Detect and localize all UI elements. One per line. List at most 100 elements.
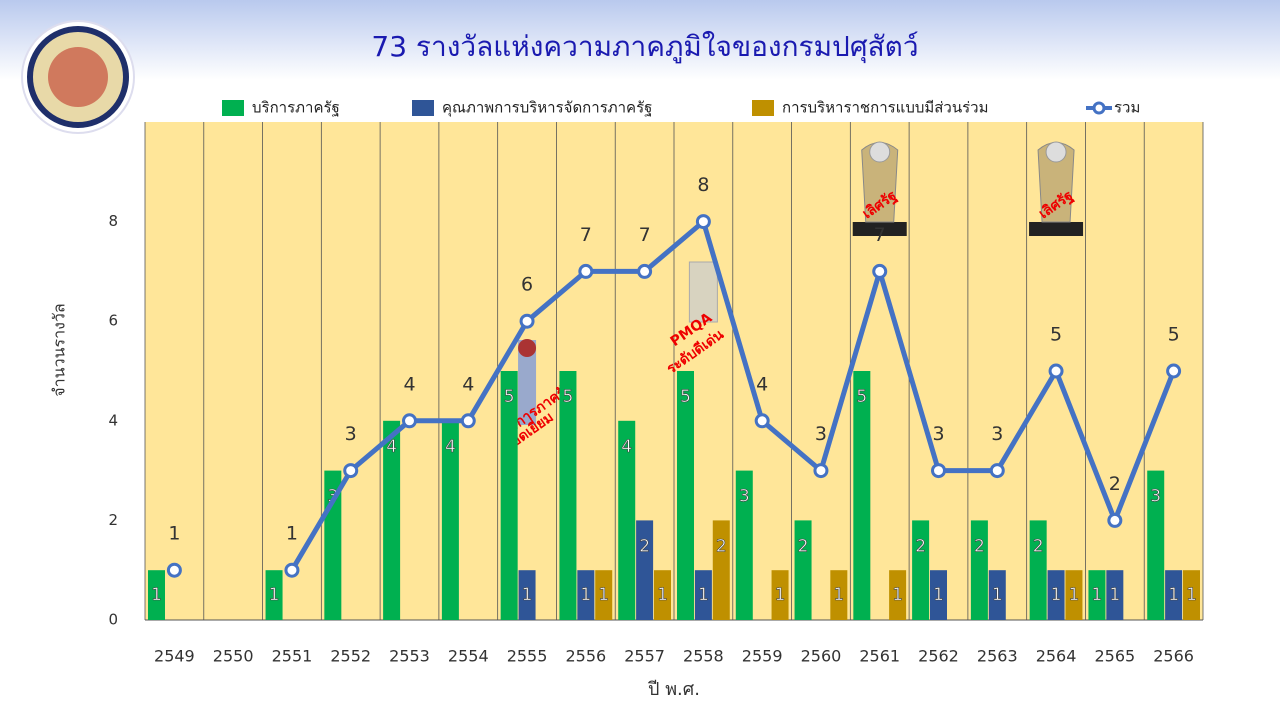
y-tick-label: 4 bbox=[108, 411, 118, 429]
trophy bbox=[1037, 142, 1075, 223]
bar-label: 1 bbox=[1092, 585, 1103, 605]
y-tick-label: 0 bbox=[108, 611, 118, 629]
title: 73 รางวัลแห่งความภาคภูมิใจของกรมปศุสัตว์ bbox=[371, 30, 918, 64]
bar-label: 1 bbox=[1109, 585, 1120, 605]
bar-label: 1 bbox=[933, 585, 944, 605]
total-label: 5 bbox=[1168, 324, 1180, 346]
x-tick-label: 2549 bbox=[154, 647, 195, 666]
x-tick-label: 2561 bbox=[859, 647, 900, 666]
x-tick-label: 2552 bbox=[330, 647, 371, 666]
total-label: 6 bbox=[521, 274, 533, 296]
bar-label: 4 bbox=[445, 437, 456, 457]
bar bbox=[595, 570, 613, 620]
x-tick-label: 2556 bbox=[565, 647, 606, 666]
bar-label: 2 bbox=[915, 536, 926, 556]
bar-label: 1 bbox=[1186, 585, 1197, 605]
bar bbox=[265, 570, 283, 620]
bar-label: 1 bbox=[657, 585, 668, 605]
bar bbox=[1065, 570, 1083, 620]
total-point bbox=[402, 413, 417, 429]
bar-label: 1 bbox=[151, 585, 162, 605]
total-label: 4 bbox=[756, 373, 768, 395]
bar bbox=[500, 371, 518, 620]
total-label: 4 bbox=[403, 373, 415, 395]
total-line bbox=[289, 219, 1176, 572]
bar-label: 5 bbox=[504, 387, 515, 407]
bar-label: 1 bbox=[1051, 585, 1062, 605]
bar bbox=[970, 520, 988, 620]
bar bbox=[1029, 520, 1047, 620]
legend-marker bbox=[1092, 101, 1106, 115]
total-point bbox=[872, 263, 888, 279]
legend-label: การบริหาราชการแบบมีส่วนร่วม bbox=[782, 99, 988, 117]
bar-label: 1 bbox=[992, 585, 1003, 605]
bar-label: 1 bbox=[698, 585, 709, 605]
bar-label: 2 bbox=[639, 536, 650, 556]
total-label: 1 bbox=[286, 523, 298, 545]
header-band bbox=[0, 0, 1280, 80]
bar bbox=[1088, 570, 1106, 620]
legend-label: คุณภาพการบริหารจัดการภาครัฐ bbox=[442, 99, 652, 118]
total-label: 1 bbox=[168, 523, 180, 545]
trophy-base bbox=[852, 222, 907, 236]
bar-label: 1 bbox=[833, 585, 844, 605]
x-tick-label: 2557 bbox=[624, 647, 665, 666]
bar bbox=[1047, 570, 1065, 620]
x-axis-title: ปี พ.ศ. bbox=[648, 679, 700, 700]
legend-swatch bbox=[412, 100, 434, 116]
logo-inner bbox=[48, 47, 108, 107]
legend-swatch bbox=[752, 100, 774, 116]
bar bbox=[930, 570, 947, 620]
x-tick-label: 2559 bbox=[742, 647, 783, 666]
total-label: 8 bbox=[697, 174, 709, 196]
bar-label: 5 bbox=[680, 387, 691, 407]
total-point bbox=[1107, 512, 1123, 528]
total-point bbox=[754, 413, 770, 429]
total-point bbox=[1166, 363, 1182, 379]
total-label: 2 bbox=[1109, 473, 1121, 495]
bar-label: 3 bbox=[1150, 487, 1161, 507]
bar bbox=[694, 570, 712, 620]
total-point bbox=[989, 463, 1005, 479]
bar bbox=[441, 420, 459, 620]
bar bbox=[618, 420, 636, 620]
y-tick-label: 8 bbox=[108, 212, 118, 230]
bar-label: 1 bbox=[598, 585, 609, 605]
total-label: 7 bbox=[580, 224, 592, 246]
x-tick-label: 2553 bbox=[389, 647, 430, 666]
bar-label: 3 bbox=[739, 487, 750, 507]
bar bbox=[559, 371, 577, 620]
total-label: 3 bbox=[991, 423, 1003, 445]
total-point bbox=[931, 463, 946, 479]
total-label: 7 bbox=[874, 224, 886, 246]
total-point bbox=[460, 413, 476, 429]
x-tick-label: 2566 bbox=[1153, 647, 1194, 666]
bar bbox=[1183, 570, 1200, 620]
x-tick-label: 2564 bbox=[1036, 647, 1077, 666]
total-label: 5 bbox=[1050, 324, 1062, 346]
bar bbox=[636, 520, 654, 620]
bar bbox=[518, 570, 536, 620]
total-point bbox=[637, 263, 653, 279]
trophy bbox=[861, 142, 899, 223]
total-label: 7 bbox=[639, 224, 651, 246]
total-label: 3 bbox=[345, 423, 357, 445]
total-point bbox=[578, 263, 594, 279]
bar-label: 5 bbox=[856, 387, 867, 407]
bar bbox=[735, 470, 753, 620]
total-label: 3 bbox=[815, 423, 827, 445]
legend-label: บริการภาครัฐ bbox=[252, 99, 340, 117]
bar bbox=[830, 570, 848, 620]
bar bbox=[148, 570, 165, 620]
trophy-base bbox=[1029, 222, 1084, 236]
bar-label: 1 bbox=[580, 585, 591, 605]
bar bbox=[794, 520, 812, 620]
x-tick-label: 2562 bbox=[918, 647, 959, 666]
y-tick-label: 2 bbox=[108, 511, 118, 529]
x-tick-label: 2550 bbox=[213, 647, 254, 666]
bar bbox=[1165, 570, 1183, 620]
total-label: 3 bbox=[932, 423, 944, 445]
bar-label: 1 bbox=[1168, 585, 1179, 605]
